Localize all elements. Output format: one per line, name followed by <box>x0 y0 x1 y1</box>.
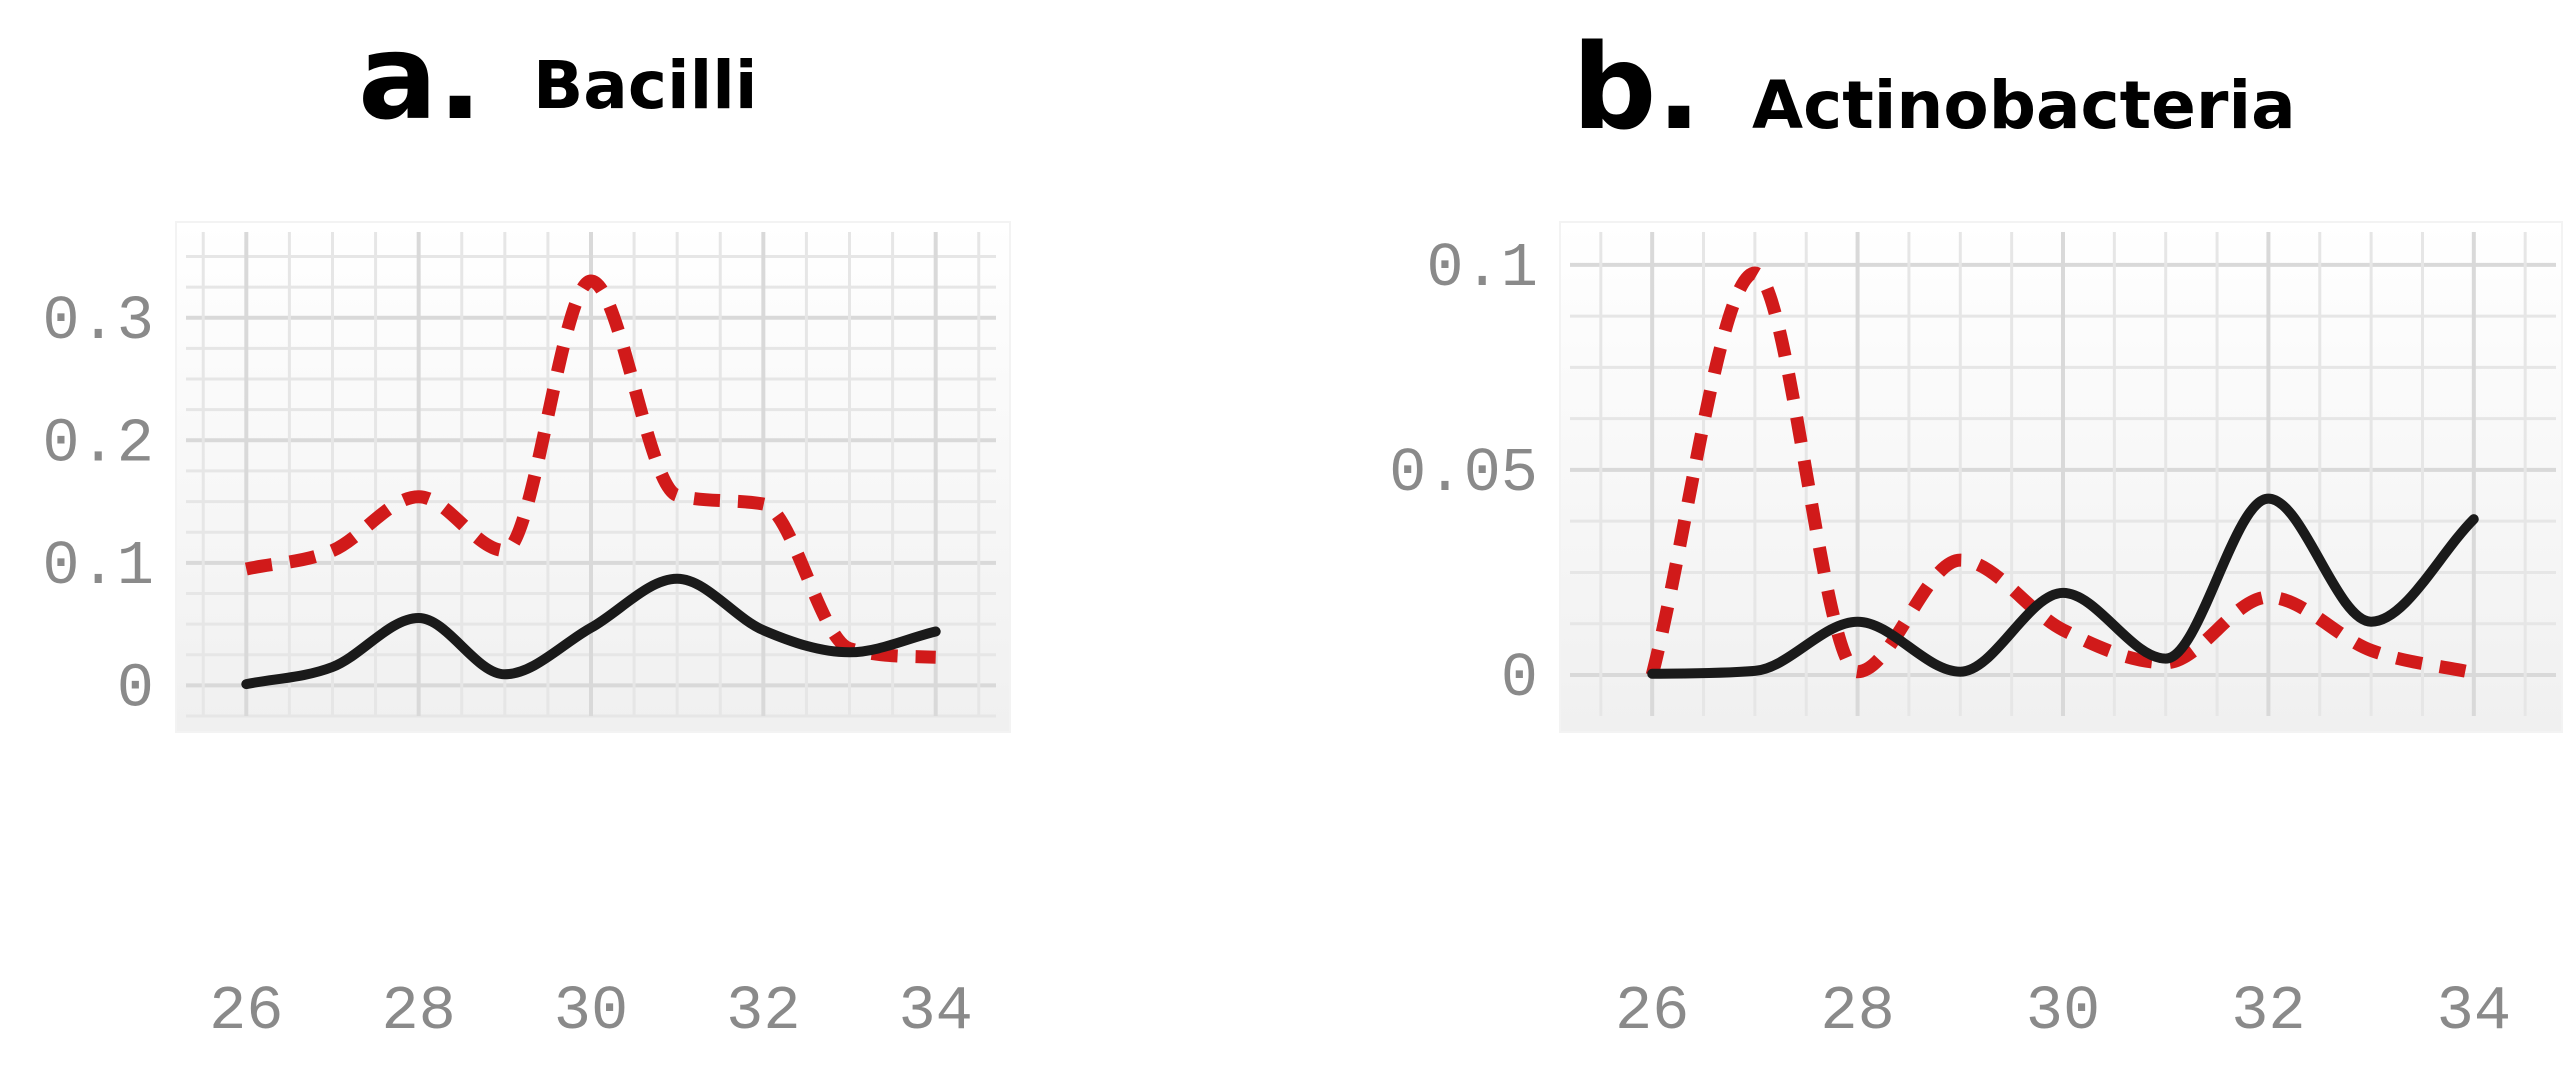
x-tick-label: 32 <box>2231 976 2305 1047</box>
series-line-solid <box>1647 493 2479 679</box>
series-line-dashed <box>244 274 936 664</box>
y-tick-label: 0.05 <box>1389 438 1538 509</box>
panel-letter: a. <box>358 8 482 146</box>
y-tick-label: 0.2 <box>42 408 154 479</box>
x-tick-label: 28 <box>381 976 455 1047</box>
x-tick-label: 26 <box>1615 976 1689 1047</box>
chart-title: Bacilli <box>533 47 757 124</box>
y-tick-label: 0 <box>117 653 154 724</box>
x-tick-label: 32 <box>726 976 800 1047</box>
panel-a: a. Bacilli 26 28 30 32 34 0 0.1 0.2 0.3 <box>42 8 1011 1047</box>
x-tick-label: 26 <box>209 976 283 1047</box>
x-tick-label: 30 <box>554 976 628 1047</box>
x-tick-label: 30 <box>2026 976 2100 1047</box>
grid <box>186 232 996 718</box>
panel-b: b. Actinobacteria 26 28 30 32 34 0 0.05 0.1 <box>1389 18 2563 1047</box>
y-tick-label: 0 <box>1501 643 1538 714</box>
y-tick-label: 0.1 <box>42 531 154 602</box>
x-tick-label: 34 <box>2437 976 2511 1047</box>
x-tick-label: 28 <box>1820 976 1894 1047</box>
y-tick-label: 0.3 <box>42 286 154 357</box>
series-line-solid <box>241 573 941 690</box>
y-tick-label: 0.1 <box>1426 233 1538 304</box>
panel-letter: b. <box>1572 18 1701 156</box>
series-line-dashed <box>1645 266 2476 680</box>
chart-title: Actinobacteria <box>1752 67 2296 144</box>
x-tick-label: 34 <box>898 976 972 1047</box>
